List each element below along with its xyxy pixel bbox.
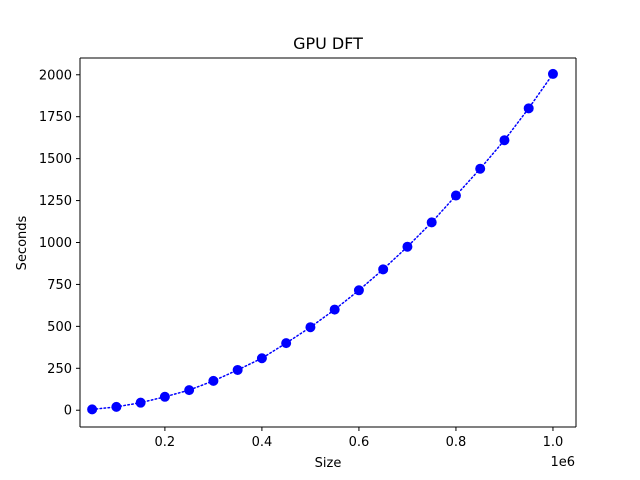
data-point	[305, 322, 316, 333]
y-tick-label: 250	[47, 362, 72, 377]
x-tick-label: 1.0	[543, 435, 564, 450]
data-point	[499, 135, 510, 146]
y-axis: 0 250 500 750 1000 1250 1500 1750 2000	[39, 58, 81, 427]
data-point	[353, 285, 364, 296]
x-tick-label: 0.6	[349, 435, 370, 450]
data-point	[475, 163, 486, 174]
data-point	[547, 68, 558, 79]
data-point	[281, 338, 292, 349]
plot-area	[80, 57, 577, 427]
y-tick-label: 1250	[39, 194, 72, 209]
data-point	[87, 404, 98, 415]
data-point	[111, 401, 122, 412]
data-point	[256, 353, 267, 364]
data-point	[402, 241, 413, 252]
y-tick-label: 750	[47, 278, 72, 293]
data-point	[523, 103, 534, 114]
x-tick-label: 0.2	[155, 435, 176, 450]
data-point	[329, 304, 340, 315]
data-point	[208, 375, 219, 386]
chart-title: GPU DFT	[293, 34, 363, 53]
data-point	[135, 397, 146, 408]
y-tick-label: 1750	[39, 110, 72, 125]
x-tick-label: 0.4	[252, 435, 273, 450]
data-point	[184, 385, 195, 396]
plot-background	[80, 58, 576, 427]
x-tick-label: 0.8	[446, 435, 467, 450]
y-tick-label: 1000	[39, 236, 72, 251]
data-point	[450, 190, 461, 201]
y-tick-label: 1500	[39, 152, 72, 167]
data-point	[426, 217, 437, 228]
x-axis-label: Size	[315, 456, 342, 471]
data-point	[232, 364, 243, 375]
y-tick-label: 500	[47, 320, 72, 335]
y-tick-label: 0	[64, 404, 72, 419]
data-point	[378, 264, 389, 275]
data-point	[159, 391, 170, 402]
x-axis-offset-label: 1e6	[550, 455, 575, 470]
y-tick-label: 2000	[39, 68, 72, 83]
series-layer	[87, 68, 558, 415]
x-axis: 0.2 0.4 0.6 0.8 1.0	[80, 426, 576, 450]
y-axis-label: Seconds	[15, 215, 30, 270]
